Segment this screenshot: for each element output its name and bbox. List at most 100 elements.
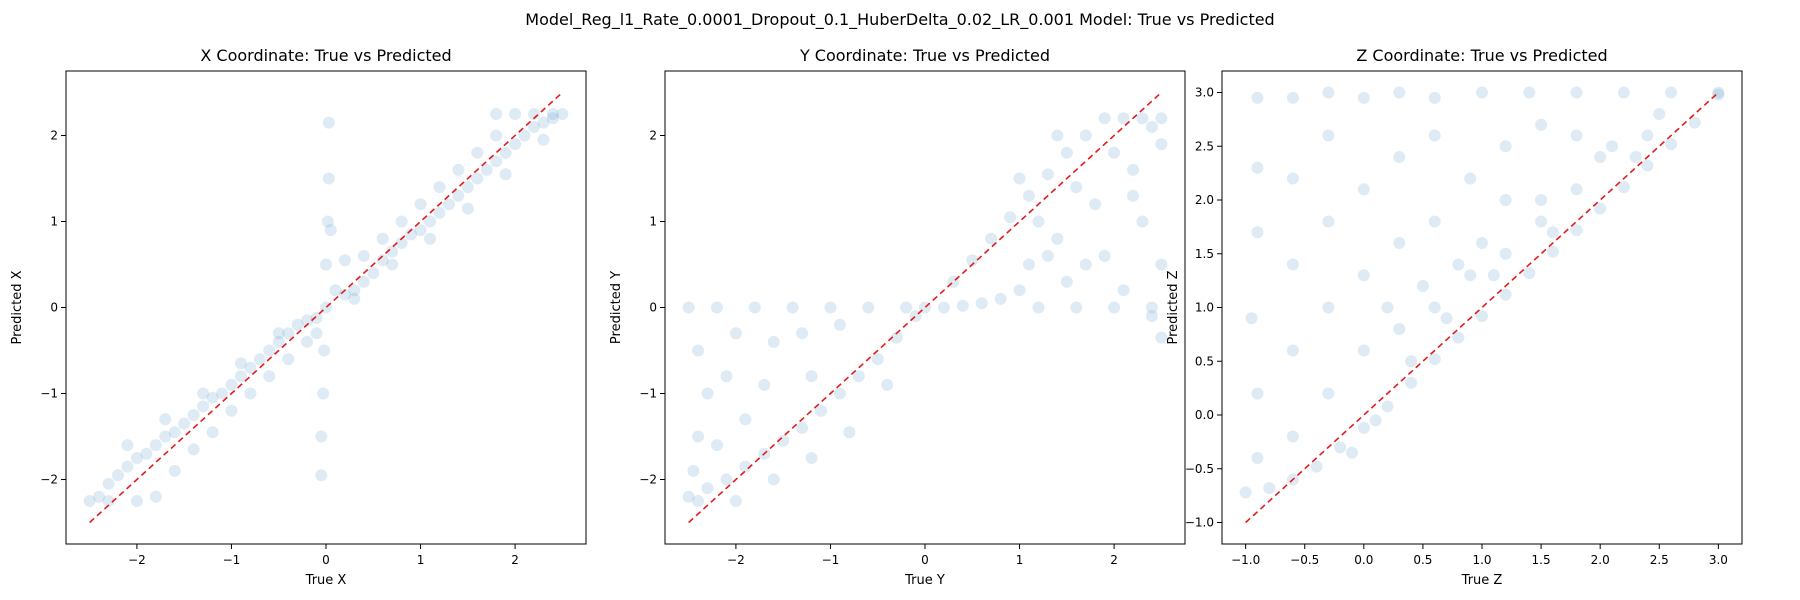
panel-y-point (1070, 181, 1082, 193)
panel-z-point (1358, 92, 1370, 104)
panel-y-ytick-label: 0 (649, 301, 657, 315)
panel-z-ylabel: Predicted Z (1166, 270, 1181, 344)
figure-suptitle: Model_Reg_l1_Rate_0.0001_Dropout_0.1_Hub… (525, 10, 1274, 30)
panel-z-points (1240, 87, 1725, 499)
panel-z-point (1665, 138, 1677, 150)
panel-x-point (315, 431, 327, 443)
panel-x-point (197, 400, 209, 412)
panel-x-point (197, 388, 209, 400)
panel-z-ytick-label: 3.0 (1195, 86, 1214, 100)
panel-z-point (1547, 226, 1559, 238)
panel-y-point (834, 319, 846, 331)
panel-x-xtick-label: −1 (223, 553, 241, 567)
panel-x-point (500, 168, 512, 180)
panel-y-point (957, 300, 969, 312)
panel-z-point (1606, 140, 1618, 152)
panel-z-point (1334, 441, 1346, 453)
panel-y-point (824, 302, 836, 314)
panel-z-point (1535, 216, 1547, 228)
panel-x-point (320, 259, 332, 271)
panel-y-point (720, 370, 732, 382)
panel-x-point (547, 108, 559, 120)
panel-y-point (730, 495, 742, 507)
panel-y-point (872, 353, 884, 365)
panel-z-ytick-label: 0.0 (1195, 408, 1214, 422)
panel-y-point (683, 302, 695, 314)
panel-x-point (323, 173, 335, 185)
panel-x-point (377, 233, 389, 245)
panel-y-point (806, 370, 818, 382)
panel-x-point (235, 357, 247, 369)
panel-z-point (1251, 388, 1263, 400)
panel-z-xtick-label: −0.5 (1290, 553, 1319, 567)
panel-y-point (702, 482, 714, 494)
panel-z-ytick-label: 0.5 (1195, 354, 1214, 368)
panel-y-point (739, 413, 751, 425)
panel-z-ytick-label: −1.0 (1185, 516, 1214, 530)
panel-z-point (1547, 246, 1559, 258)
panel-y-point (758, 379, 770, 391)
panel-x-ytick-label: 0 (50, 301, 58, 315)
panel-y-ylabel: Predicted Y (609, 271, 624, 344)
panel-z-point (1287, 431, 1299, 443)
panel-y-point (976, 297, 988, 309)
panel-x-point (121, 461, 133, 473)
panel-z-ytick-label: 2.0 (1195, 193, 1214, 207)
panel-z-point (1429, 92, 1441, 104)
panel-z-point (1251, 92, 1263, 104)
panel-x-xtick-label: −2 (128, 553, 146, 567)
panel-z-point (1618, 87, 1630, 99)
panel-y-point (1023, 259, 1035, 271)
panel-z-point (1381, 302, 1393, 314)
panel-x-point (500, 147, 512, 159)
panel-z-ytick-label: 1.0 (1195, 301, 1214, 315)
panel-y: Y Coordinate: True vs Predicted True Y P… (609, 46, 1185, 588)
panel-y-point (1089, 198, 1101, 210)
panel-x-point (318, 345, 330, 357)
panel-z-point (1358, 422, 1370, 434)
panel-z-point (1263, 482, 1275, 494)
panel-x-point (188, 409, 200, 421)
panel-z-point (1322, 388, 1334, 400)
panel-y-point (834, 388, 846, 400)
panel-z-point (1370, 414, 1382, 426)
panel-z-xtick-label: 0.0 (1354, 553, 1373, 567)
panel-y-point (1146, 121, 1158, 133)
panel-y-point (1080, 259, 1092, 271)
panel-x-point (358, 250, 370, 262)
panel-z-point (1476, 237, 1488, 249)
panel-z-point (1311, 461, 1323, 473)
panel-y-point (711, 302, 723, 314)
panel-z-point (1630, 151, 1642, 163)
panel-x-ylabel: Predicted X (10, 270, 25, 344)
panel-x-point (509, 138, 521, 150)
panel-z: Z Coordinate: True vs Predicted True Z P… (1166, 46, 1742, 588)
panel-y-point (1061, 147, 1073, 159)
panel-y-point (1051, 130, 1063, 142)
panel-x-point (121, 439, 133, 451)
panel-x-point (263, 345, 275, 357)
panel-z-reference-line (1246, 93, 1719, 523)
panel-y-point (749, 302, 761, 314)
panel-x-point (225, 379, 237, 391)
panel-y-xtick-label: 0 (921, 553, 929, 567)
panel-z-point (1464, 269, 1476, 281)
panel-y-xtick-label: 1 (1016, 553, 1024, 567)
panel-z-point (1523, 87, 1535, 99)
panel-x-xtick-label: 1 (417, 553, 425, 567)
panel-x-point (339, 254, 351, 266)
panel-y-point (1146, 310, 1158, 322)
panel-x-ytick-label: 1 (50, 215, 58, 229)
panel-y-point (1023, 190, 1035, 202)
panel-x-point (367, 267, 379, 279)
panel-x-point (348, 293, 360, 305)
panel-y-point (862, 302, 874, 314)
panel-z-point (1641, 160, 1653, 172)
panel-x-point (490, 130, 502, 142)
panel-y-point (1080, 130, 1092, 142)
panel-x-point (433, 181, 445, 193)
panel-z-point (1251, 162, 1263, 174)
panel-y-ytick-label: 1 (649, 215, 657, 229)
panel-z-title: Z Coordinate: True vs Predicted (1356, 46, 1607, 65)
